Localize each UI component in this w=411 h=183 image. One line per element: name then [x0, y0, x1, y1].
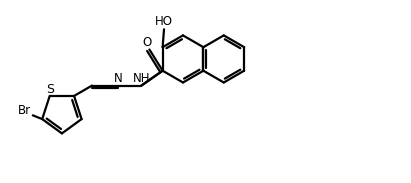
Text: NH: NH	[133, 72, 150, 85]
Text: Br: Br	[18, 104, 31, 117]
Text: HO: HO	[155, 15, 173, 28]
Text: N: N	[113, 72, 122, 85]
Text: O: O	[143, 36, 152, 49]
Text: S: S	[46, 83, 54, 96]
